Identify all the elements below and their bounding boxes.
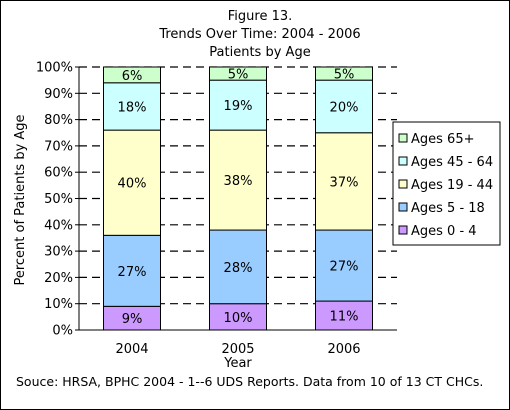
- data-label: 10%: [224, 311, 253, 326]
- source-note: Souce: HRSA, BPHC 2004 - 1--6 UDS Report…: [16, 374, 484, 389]
- y-tick-label: 100%: [36, 61, 73, 76]
- legend-label: Ages 19 - 44: [411, 178, 493, 193]
- y-tick-label: 20%: [44, 271, 73, 286]
- y-tick-label: 90%: [44, 87, 73, 102]
- data-label: 38%: [224, 174, 253, 189]
- y-tick-label: 60%: [44, 166, 73, 181]
- y-tick-label: 30%: [44, 245, 73, 260]
- data-label: 27%: [330, 260, 359, 275]
- y-tick-label: 10%: [44, 297, 73, 312]
- x-tick-label: 2005: [221, 342, 254, 357]
- legend-swatch: [398, 202, 408, 212]
- x-axis-title: Year: [223, 356, 252, 371]
- y-tick-label: 40%: [44, 218, 73, 233]
- data-label: 6%: [122, 69, 143, 84]
- legend-swatch: [398, 156, 408, 166]
- bar-segment: [103, 129, 161, 236]
- chart-title-line-3: Patients by Age: [209, 45, 310, 60]
- y-tick-label: 50%: [44, 192, 73, 207]
- bar-segment: [315, 229, 373, 302]
- data-label: 18%: [118, 100, 147, 115]
- legend-swatch: [398, 179, 408, 189]
- data-label: 5%: [228, 68, 249, 83]
- legend-swatch: [398, 133, 408, 143]
- bar-segment: [103, 234, 161, 307]
- data-label: 27%: [118, 265, 147, 280]
- bar-segment: [209, 79, 267, 131]
- legend-label: Ages 45 - 64: [411, 155, 493, 170]
- data-label: 5%: [334, 68, 355, 83]
- legend-swatch: [398, 225, 408, 235]
- y-tick-label: 70%: [44, 139, 73, 154]
- y-axis-title: Percent of Patients by Age: [13, 114, 28, 285]
- legend-label: Ages 5 - 18: [411, 201, 485, 216]
- data-label: 9%: [122, 312, 143, 327]
- legend-box: [392, 121, 501, 246]
- bar-segment: [209, 229, 267, 305]
- data-label: 20%: [330, 100, 359, 115]
- data-label: 11%: [330, 310, 359, 325]
- data-label: 28%: [224, 261, 253, 276]
- bar-segment: [315, 66, 373, 81]
- legend: Ages 65+ Ages 45 - 64 Ages 19 - 44 Ages 5 -…: [392, 121, 501, 246]
- bar-segment: [209, 303, 267, 331]
- chart-title-line-1: Figure 13.: [228, 9, 293, 24]
- data-label: 40%: [118, 177, 147, 192]
- bar-segment: [315, 79, 373, 134]
- bar-segment: [103, 82, 161, 131]
- data-label: 19%: [224, 99, 253, 114]
- bar-segment: [103, 66, 161, 84]
- bar-segment: [209, 66, 267, 81]
- axes: 0% 10% 20% 30% 40% 50% 60% 70% 80% 90% 100% 2004 200…: [36, 61, 397, 357]
- y-tick-label: 80%: [44, 113, 73, 128]
- bars: 9% 27% 40% 18% 6% 10% 28% 38% 19% 5% 11% 27% 37% 20% 5…: [103, 66, 373, 331]
- bar-segment: [315, 132, 373, 231]
- data-label: 37%: [330, 175, 359, 190]
- x-tick-label: 2006: [327, 342, 360, 357]
- legend-label: Ages 65+: [411, 132, 474, 147]
- y-tick-label: 0%: [52, 324, 73, 339]
- x-tick-label: 2004: [115, 342, 148, 357]
- chart-title-line-2: Trends Over Time: 2004 - 2006: [158, 27, 360, 42]
- legend-label: Ages 0 - 4: [411, 224, 477, 239]
